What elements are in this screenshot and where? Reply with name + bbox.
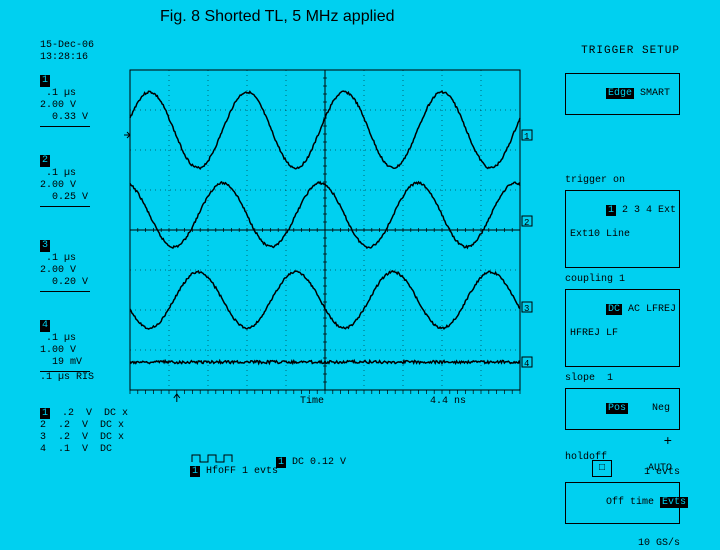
channel-2-badge: 2: [40, 155, 50, 167]
timebase-label: .1 µs RIS: [40, 372, 680, 384]
channel-3-info: 3 .1 µs 2.00 V 0.20 V: [40, 240, 110, 292]
bottom-panel: .1 µs RIS 1 .2 V DC x2 .2 V DC x3 .2 V D…: [40, 348, 680, 480]
bottom-ch-1: 1 .2 V DC x: [40, 408, 680, 420]
hioff-label: HfoFF 1 evts: [206, 466, 278, 477]
timestamp-date: 15-Dec-06: [40, 40, 94, 52]
edge-label: Edge: [606, 88, 634, 99]
channel-2-info: 2 .1 µs 2.00 V 0.25 V: [40, 155, 110, 207]
channel-3-badge: 3: [40, 240, 50, 252]
coupling-label: coupling 1: [565, 274, 680, 286]
bottom-center: 1 DC 0.12 V 1 HfoFF 1 evts: [190, 452, 346, 478]
bottom-right: □ AUTO: [592, 463, 672, 474]
svg-text:3: 3: [524, 304, 529, 314]
oscilloscope-screen: 15-Dec-06 13:28:16 TRIGGER SETUP 1234 Ed…: [40, 40, 680, 480]
square-selector[interactable]: □: [592, 460, 612, 477]
auto-label: AUTO: [648, 463, 672, 474]
figure-title: Fig. 8 Shorted TL, 5 MHz applied: [160, 8, 395, 26]
holdoff-box[interactable]: Off time Evts: [565, 482, 680, 524]
setup-title: TRIGGER SETUP: [581, 45, 680, 57]
channel-4-badge: 4: [40, 320, 50, 332]
waveform-svg: 1234: [130, 70, 520, 390]
svg-text:2: 2: [524, 218, 529, 228]
channel-1-badge: 1: [40, 75, 50, 87]
bottom-ch-4: 4 .1 V DC: [40, 444, 680, 456]
trigger-row2: Ext10 Line: [570, 229, 675, 241]
smart-label: SMART: [640, 88, 670, 99]
bottom-ch-2: 2 .2 V DC x: [40, 420, 680, 432]
holdoff-evts: Evts: [660, 497, 688, 508]
coupling-row2: HFREJ LF: [570, 328, 675, 340]
waveform-plot: 1234: [130, 70, 520, 390]
timestamp: 15-Dec-06 13:28:16: [40, 40, 94, 64]
channel-4-info: 4 .1 µs 1.00 V 19 mV: [40, 320, 110, 372]
trigger-sel: 1: [606, 205, 616, 216]
timestamp-time: 13:28:16: [40, 52, 94, 64]
square-wave-icon: [190, 452, 250, 464]
trigger-source-box[interactable]: 1 2 3 4 Ext Ext10 Line: [565, 190, 680, 268]
channel-1-info: 1 .1 µs 2.00 V 0.33 V: [40, 75, 110, 127]
bottom-ch-3: 3 .2 V DC x: [40, 432, 680, 444]
trigger-on-label: trigger on: [565, 175, 680, 187]
edge-box[interactable]: Edge SMART: [565, 73, 680, 115]
cross-icon: +: [664, 434, 672, 450]
svg-text:1: 1: [524, 132, 529, 142]
